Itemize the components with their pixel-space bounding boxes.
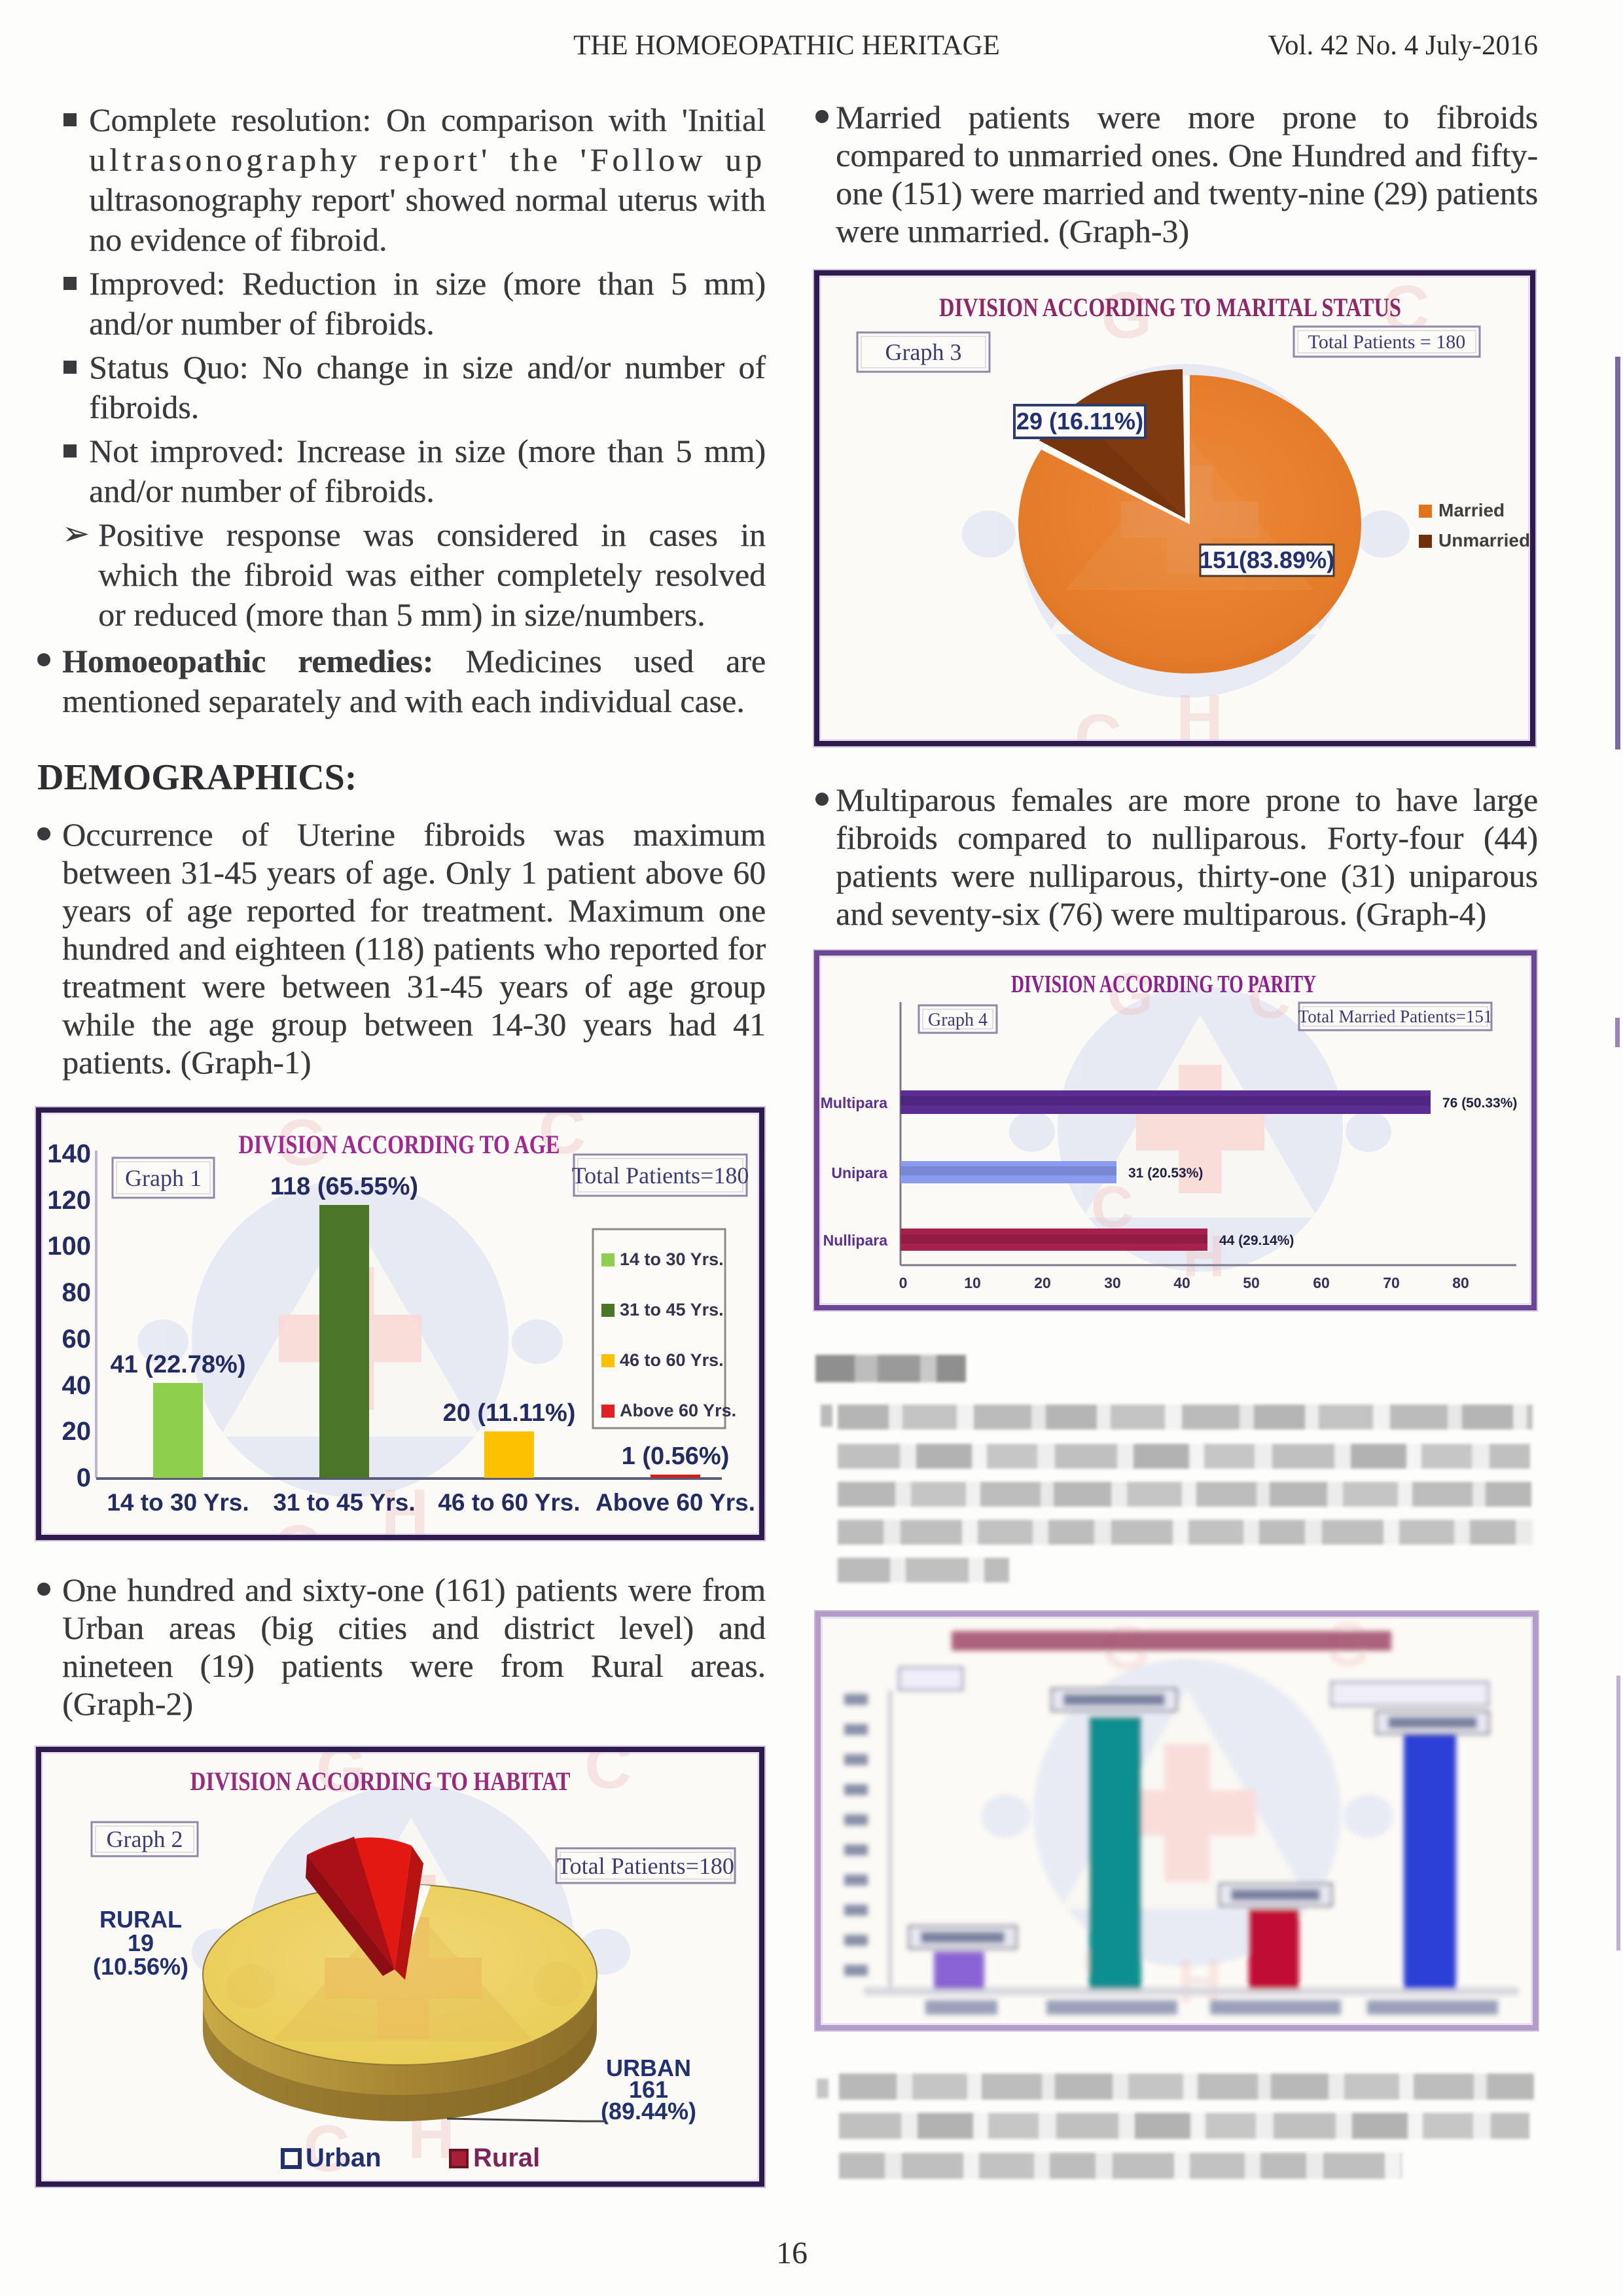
svg-text:Rural: Rural [473, 2144, 540, 2172]
svg-text:Nullipara: Nullipara [823, 1232, 888, 1249]
svg-text:DIVISION ACCORDING TO PARITY: DIVISION ACCORDING TO PARITY [1011, 971, 1316, 998]
svg-text:(89.44%): (89.44%) [601, 2098, 696, 2125]
svg-text:C: C [1075, 701, 1122, 741]
svg-text:31 to 45 Yrs.: 31 to 45 Yrs. [273, 1489, 415, 1516]
svg-text:19: 19 [128, 1929, 154, 1956]
svg-text:Unipara: Unipara [831, 1164, 887, 1181]
svg-text:44 (29.14%): 44 (29.14%) [1219, 1233, 1294, 1248]
svg-text:10: 10 [964, 1274, 981, 1291]
svg-text:1 (0.56%): 1 (0.56%) [622, 1443, 730, 1470]
svg-text:H: H [1176, 681, 1223, 741]
svg-text:DIVISION ACCORDING TO AGE: DIVISION ACCORDING TO AGE [239, 1130, 560, 1159]
svg-text:0: 0 [899, 1274, 908, 1291]
svg-text:118 (65.55%): 118 (65.55%) [270, 1173, 418, 1200]
svg-text:Married: Married [1438, 500, 1505, 520]
svg-text:G: G [1107, 962, 1153, 1028]
svg-text:C: C [584, 1752, 632, 1803]
svg-text:Graph 4: Graph 4 [928, 1010, 988, 1030]
svg-text:40: 40 [1173, 1274, 1190, 1291]
svg-text:Unmarried: Unmarried [1438, 530, 1530, 550]
svg-text:100: 100 [47, 1232, 91, 1261]
svg-text:DIVISION ACCORDING TO HABITAT: DIVISION ACCORDING TO HABITAT [190, 1767, 571, 1796]
svg-text:Graph 3: Graph 3 [885, 339, 962, 365]
svg-text:DIVISION ACCORDING TO MARITAL: DIVISION ACCORDING TO MARITAL STATUS [939, 293, 1401, 322]
svg-text:G: G [1101, 279, 1152, 352]
svg-text:30: 30 [1104, 1274, 1121, 1291]
svg-text:Total Patients=180: Total Patients=180 [557, 1853, 734, 1879]
svg-text:Multipara: Multipara [821, 1094, 887, 1111]
svg-text:RURAL: RURAL [99, 1906, 182, 1933]
svg-text:29 (16.11%): 29 (16.11%) [1016, 408, 1143, 435]
svg-text:Above 60 Yrs.: Above 60 Yrs. [596, 1489, 755, 1516]
svg-text:Graph 1: Graph 1 [125, 1165, 202, 1191]
svg-text:C: C [1248, 965, 1291, 1031]
svg-text:46 to 60 Yrs.: 46 to 60 Yrs. [620, 1350, 724, 1370]
svg-text:G: G [277, 1113, 328, 1179]
svg-text:70: 70 [1383, 1274, 1400, 1291]
svg-text:14 to 30 Yrs.: 14 to 30 Yrs. [107, 1489, 249, 1516]
svg-text:41 (22.78%): 41 (22.78%) [110, 1351, 245, 1378]
svg-text:20 (11.11%): 20 (11.11%) [443, 1399, 576, 1427]
svg-text:31 to 45 Yrs.: 31 to 45 Yrs. [620, 1300, 724, 1319]
svg-text:46 to 60 Yrs.: 46 to 60 Yrs. [438, 1489, 580, 1516]
svg-text:140: 140 [47, 1139, 91, 1168]
svg-text:Urban: Urban [306, 2144, 382, 2172]
svg-text:80: 80 [1452, 1274, 1469, 1291]
svg-text:151(83.89%): 151(83.89%) [1200, 547, 1334, 573]
svg-text:0: 0 [77, 1463, 91, 1492]
svg-text:Total Married Patients=151: Total Married Patients=151 [1298, 1007, 1493, 1026]
svg-text:40: 40 [62, 1371, 92, 1400]
svg-text:20: 20 [1034, 1274, 1051, 1291]
svg-text:60: 60 [62, 1325, 92, 1354]
svg-text:161: 161 [629, 2076, 668, 2103]
svg-text:60: 60 [1313, 1274, 1330, 1291]
svg-text:Graph 2: Graph 2 [107, 1826, 183, 1852]
svg-text:31 (20.53%): 31 (20.53%) [1128, 1166, 1203, 1181]
svg-text:120: 120 [47, 1186, 91, 1215]
svg-text:(10.56%): (10.56%) [93, 1953, 188, 1980]
svg-text:Above 60 Yrs.: Above 60 Yrs. [620, 1401, 736, 1420]
svg-text:URBAN: URBAN [606, 2054, 691, 2081]
svg-text:50: 50 [1243, 1274, 1260, 1291]
svg-text:80: 80 [62, 1278, 92, 1307]
svg-text:Total Patients = 180: Total Patients = 180 [1308, 331, 1466, 353]
svg-text:Total Patients=180: Total Patients=180 [572, 1162, 749, 1189]
svg-text:14 to 30 Yrs.: 14 to 30 Yrs. [620, 1249, 724, 1269]
svg-text:76 (50.33%): 76 (50.33%) [1442, 1096, 1517, 1111]
svg-text:20: 20 [62, 1417, 92, 1446]
svg-text:C: C [303, 2112, 350, 2181]
